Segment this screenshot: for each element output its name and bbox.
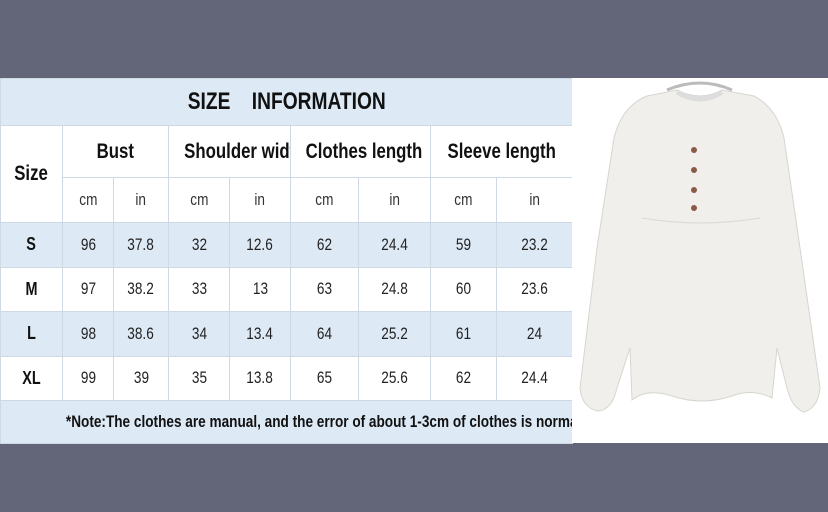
value-cell: 23.6 [495,266,574,312]
note: *Note:The clothes are manual, and the er… [0,400,574,444]
unit-header: in [113,177,169,223]
size-cell: M [0,266,63,312]
size-cell: S [0,222,63,268]
value-cell: 38.2 [113,266,169,312]
value-cell: 65 [290,355,359,401]
length-header: Clothes length [290,125,431,178]
value-cell: 23.2 [495,222,574,268]
size-header: Size [0,125,63,223]
table-row: L 98 38.6 34 13.4 64 25.2 61 24 [0,311,574,357]
value-cell: 38.6 [113,311,169,357]
value-cell: 37.8 [113,222,169,268]
value-cell: 24 [495,311,574,357]
value-cell: 13.8 [229,355,291,401]
unit-header: in [358,177,431,223]
product-photo [572,78,828,443]
value-cell: 61 [430,311,497,357]
value-cell: 99 [62,355,114,401]
value-cell: 13.4 [229,311,291,357]
value-cell: 35 [168,355,230,401]
value-cell: 34 [168,311,230,357]
table-row: S 96 37.8 32 12.6 62 24.4 59 23.2 [0,222,574,268]
value-cell: 63 [290,266,359,312]
bust-header: Bust [62,125,169,178]
unit-header: cm [430,177,497,223]
unit-header: cm [168,177,230,223]
sleeve-header: Sleeve length [429,125,574,178]
value-cell: 62 [290,222,359,268]
value-cell: 96 [62,222,114,268]
unit-header: cm [290,177,359,223]
value-cell: 64 [290,311,359,357]
size-cell: L [0,311,63,357]
value-cell: 24.4 [495,355,574,401]
value-cell: 24.4 [358,222,431,268]
value-cell: 24.8 [358,266,431,312]
unit-header: cm [62,177,114,223]
value-cell: 98 [62,311,114,357]
value-cell: 39 [113,355,169,401]
size-table: SIZE INFORMATION Size Bust Shoulder widt… [0,78,574,444]
unit-header: in [229,177,291,223]
value-cell: 60 [430,266,497,312]
size-chart: SIZE INFORMATION Size Bust Shoulder widt… [0,78,574,444]
unit-header: in [495,177,574,223]
value-cell: 32 [168,222,230,268]
value-cell: 33 [168,266,230,312]
value-cell: 25.6 [358,355,431,401]
table-row: XL 99 39 35 13.8 65 25.6 62 24.4 [0,355,574,401]
table-row: M 97 38.2 33 13 63 24.8 60 23.6 [0,266,574,312]
value-cell: 59 [430,222,497,268]
value-cell: 97 [62,266,114,312]
size-cell: XL [0,355,63,401]
value-cell: 13 [229,266,291,312]
shoulder-header: Shoulder width [168,125,291,178]
value-cell: 62 [430,355,497,401]
chart-title: SIZE INFORMATION [0,78,574,126]
value-cell: 12.6 [229,222,291,268]
value-cell: 25.2 [358,311,431,357]
